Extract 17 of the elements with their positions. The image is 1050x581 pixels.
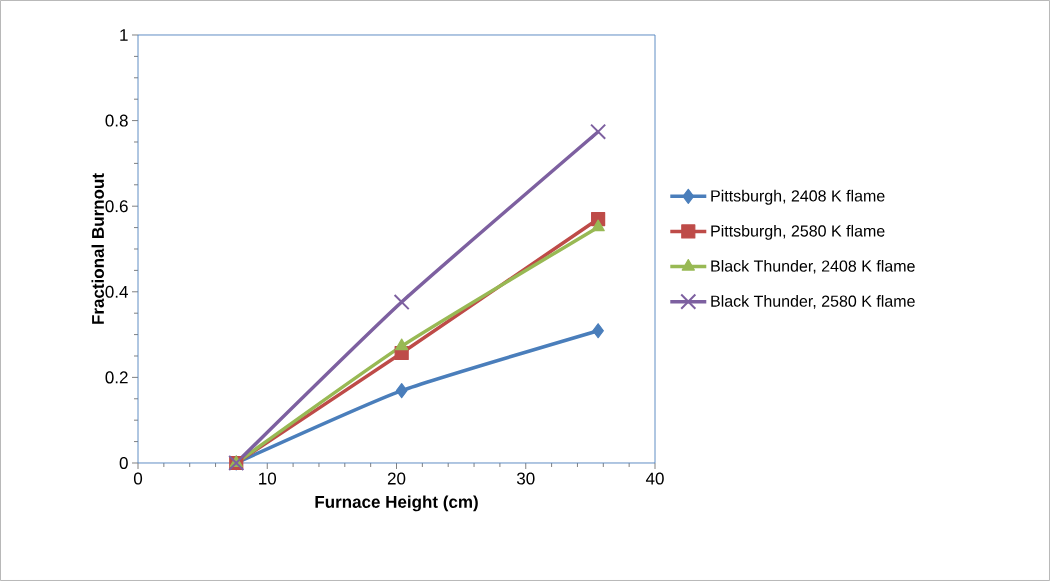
y-tick-label: 0.4 [105,285,128,298]
x-tick-label: 40 [645,472,664,485]
x-tick-label: 10 [259,472,277,485]
x-tick-label: 0 [133,472,143,485]
legend-label: Pittsburgh, 2408 K flame [711,189,885,205]
x-axis-title: Furnace Height (cm) [315,495,478,512]
legend-label: Pittsburgh, 2580 K flame [711,224,885,240]
y-tick-label: 0.2 [105,371,128,384]
x-tick-label: 20 [387,472,406,485]
legend-label: Black Thunder, 2580 K flame [711,295,915,309]
y-tick-label: 0.6 [105,200,128,213]
y-axis-title: Fractional Burnout [91,173,104,324]
legend-label: Black Thunder, 2408 K flame [711,259,915,274]
y-tick-label: 0 [119,456,128,470]
y-tick-label: 1 [120,29,128,41]
x-tick-label: 30 [516,472,535,485]
y-tick-label: 0.8 [105,114,128,127]
